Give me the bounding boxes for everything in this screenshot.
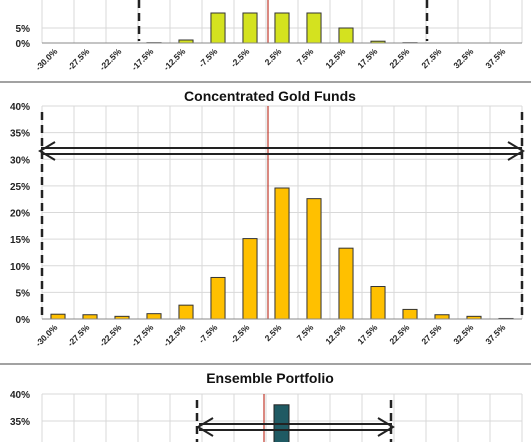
- chart1-bar: [242, 12, 258, 44]
- chart2-bar: [274, 187, 290, 320]
- chart2-bar: [82, 314, 98, 320]
- chart1-x-tick-label: -12.5%: [161, 46, 187, 72]
- chart2-bar: [306, 198, 322, 320]
- chart2-title: Concentrated Gold Funds: [184, 88, 356, 104]
- chart1-x-tick-label: 7.5%: [295, 46, 316, 67]
- chart2-x-tick-label: 17.5%: [355, 322, 379, 346]
- chart1-x-tick-label: -7.5%: [197, 46, 220, 69]
- chart2-x-tick-label: -7.5%: [197, 322, 220, 345]
- chart2-y-tick-label: 15%: [10, 235, 30, 246]
- chart2-bar: [242, 238, 258, 320]
- chart1-x-tick-label: 17.5%: [355, 46, 379, 70]
- chart2-x-tick-label: 7.5%: [295, 322, 316, 343]
- chart2-bar: [402, 308, 418, 320]
- chart1-bar: [306, 12, 322, 44]
- chart3-title: Ensemble Portfolio: [206, 370, 334, 386]
- chart1-bar: [210, 12, 226, 44]
- chart1-x-tick-label: 2.5%: [263, 46, 284, 67]
- chart2-y-tick-label: 35%: [10, 129, 30, 140]
- chart1-x-tick-label: -27.5%: [65, 46, 91, 72]
- chart2-bar: [50, 313, 66, 320]
- chart2-y-tick-label: 25%: [10, 182, 30, 193]
- chart2-x-tick-label: 32.5%: [451, 322, 475, 346]
- chart3-range-arrow-head-right: [377, 417, 395, 437]
- chart1-x-tick-label: -22.5%: [97, 46, 123, 72]
- chart2-bar: [434, 314, 450, 320]
- chart2-y-tick-label: 10%: [10, 262, 30, 273]
- chart2-y-tick-label: 40%: [10, 102, 30, 113]
- chart2-x-tick-label: -30.0%: [33, 322, 59, 348]
- chart2-x-tick-label: 2.5%: [263, 322, 284, 343]
- chart2-range-arrow-head-right: [507, 141, 525, 161]
- chart1-x-tick-label: -30.0%: [33, 46, 59, 72]
- chart2-x-tick-label: 27.5%: [419, 322, 443, 346]
- chart2-bar: [370, 286, 386, 320]
- chart2-bar: [178, 304, 194, 320]
- chart2-y-tick-label: 0%: [16, 315, 31, 326]
- chart2-bar: [146, 313, 162, 320]
- chart2-y-tick-label: 20%: [10, 209, 30, 220]
- chart2-x-tick-label: -12.5%: [161, 322, 187, 348]
- chart1-x-tick-label: 12.5%: [323, 46, 347, 70]
- chart2-x-tick-label: -2.5%: [229, 322, 252, 345]
- chart2-y-tick-label: 5%: [16, 288, 31, 299]
- chart2-x-tick-label: 12.5%: [323, 322, 347, 346]
- chart2-x-tick-label: 37.5%: [483, 322, 507, 346]
- chart1-x-tick-label: 27.5%: [419, 46, 443, 70]
- chart2-x-tick-label: 22.5%: [387, 322, 411, 346]
- chart2-x-tick-label: -27.5%: [65, 322, 91, 348]
- chart1-x-tick-label: 37.5%: [483, 46, 507, 70]
- chart3-y-tick-label: 35%: [10, 417, 30, 428]
- chart1-x-tick-label: -17.5%: [129, 46, 155, 72]
- chart1-y-tick-label: 0%: [16, 39, 31, 50]
- chart2-range-arrow-head-left: [38, 141, 56, 161]
- chart3-y-tick-label: 40%: [10, 390, 30, 401]
- chart1-bar: [274, 12, 290, 44]
- chart2-x-tick-label: -17.5%: [129, 322, 155, 348]
- chart2-bar: [338, 247, 354, 320]
- chart1-y-tick-label: 5%: [16, 24, 31, 35]
- chart1-bar: [338, 27, 354, 44]
- chart1-x-tick-label: 22.5%: [387, 46, 411, 70]
- chart1-x-tick-label: 32.5%: [451, 46, 475, 70]
- chart1-x-tick-label: -2.5%: [229, 46, 252, 69]
- chart3-range-arrow-head-left: [196, 417, 214, 437]
- chart2-bar: [210, 276, 226, 320]
- chart2-y-tick-label: 30%: [10, 155, 30, 166]
- chart2-x-tick-label: -22.5%: [97, 322, 123, 348]
